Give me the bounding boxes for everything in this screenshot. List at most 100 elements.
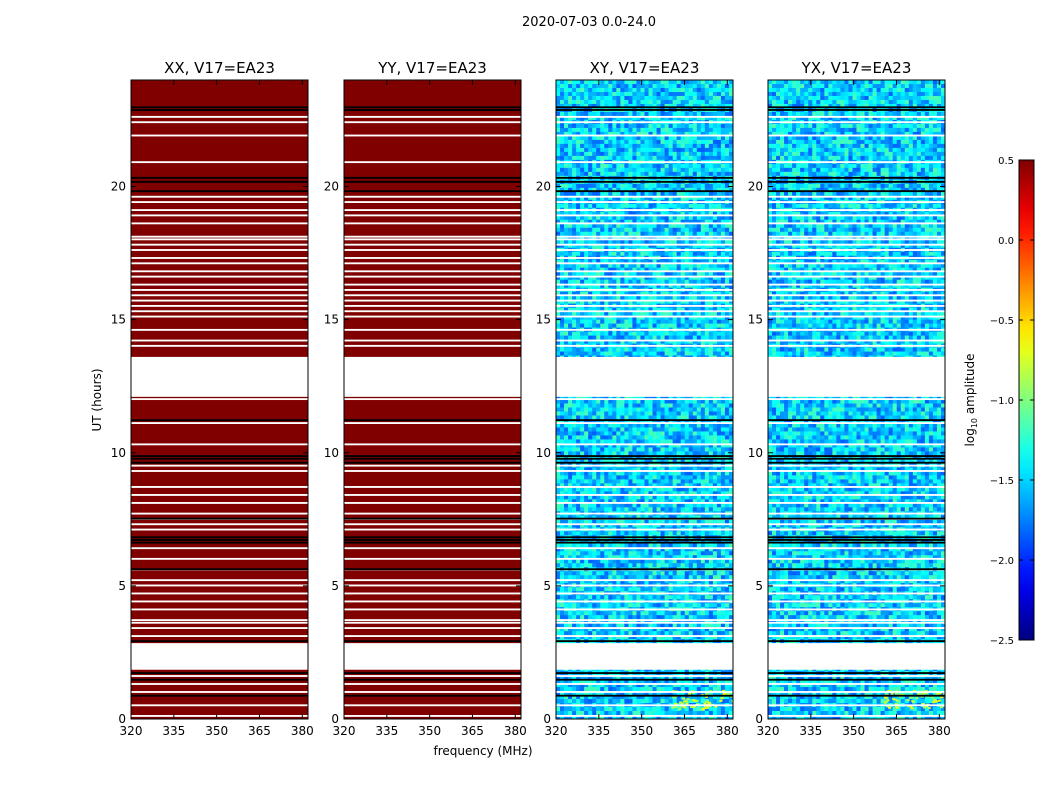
noise-cell (624, 95, 629, 101)
noise-cell (636, 331, 641, 336)
noise-cell (624, 139, 629, 145)
noise-cell (644, 423, 649, 428)
noise-cell (716, 103, 722, 109)
black-row (344, 539, 521, 541)
noise-cell (584, 259, 589, 265)
noise-cell (684, 239, 690, 245)
noise-cell (696, 419, 702, 424)
noise-cell (604, 263, 609, 268)
noise-cell (584, 435, 589, 440)
noise-cell (640, 80, 645, 85)
noise-cell (588, 267, 593, 272)
noise-cell (632, 251, 637, 257)
noise-cell (716, 351, 722, 356)
noise-cell (640, 239, 645, 245)
noise-cell (692, 483, 698, 488)
noise-cell (704, 299, 710, 304)
noise-cell (568, 475, 573, 480)
flagged-row (344, 584, 521, 587)
noise-cell (588, 275, 593, 280)
noise-cell (700, 395, 706, 400)
noise-cell (604, 323, 609, 328)
noise-cell (644, 411, 649, 416)
noise-cell (696, 283, 702, 288)
noise-cell (624, 299, 629, 304)
noise-cell (596, 239, 601, 245)
black-row (131, 694, 308, 697)
noise-cell (720, 331, 726, 336)
noise-cell (556, 95, 561, 101)
noise-cell (612, 271, 617, 276)
flagged-row (344, 243, 521, 246)
noise-cell (668, 239, 673, 245)
noise-cell (692, 127, 698, 133)
noise-cell (628, 455, 633, 460)
noise-cell (688, 475, 694, 480)
noise-cell (700, 335, 706, 340)
noise-cell (628, 167, 633, 173)
noise-cell (660, 479, 665, 484)
noise-cell (692, 503, 698, 508)
noise-cell (708, 91, 714, 97)
noise-cell (700, 171, 706, 177)
noise-cell (644, 351, 649, 356)
noise-cell (616, 123, 621, 129)
noise-cell (672, 99, 677, 105)
noise-cell (596, 455, 601, 460)
noise-cell (576, 127, 581, 133)
noise-cell (576, 479, 581, 484)
noise-cell (712, 80, 718, 85)
noise-cell (596, 459, 601, 464)
noise-cell (628, 351, 633, 356)
noise-cell (596, 235, 601, 241)
noise-cell (620, 147, 625, 153)
noise-cell (644, 215, 649, 221)
noise-cell (676, 123, 681, 129)
noise-cell (612, 227, 617, 233)
noise-cell (616, 267, 621, 272)
noise-cell (624, 131, 629, 137)
noise-cell (644, 275, 649, 280)
noise-cell (580, 307, 585, 312)
noise-cell (648, 459, 653, 464)
noise-cell (716, 419, 722, 424)
noise-cell (708, 203, 714, 209)
noise-cell (712, 123, 718, 129)
noise-cell (680, 143, 686, 149)
noise-cell (696, 183, 702, 189)
noise-cell (660, 95, 665, 101)
noise-cell (652, 219, 657, 225)
noise-cell (604, 91, 609, 97)
noise-cell (600, 275, 605, 280)
noise-cell (656, 351, 661, 356)
noise-cell (568, 103, 573, 109)
noise-cell (652, 347, 657, 352)
noise-cell (704, 231, 710, 237)
noise-cell (716, 411, 722, 416)
noise-cell (560, 95, 565, 101)
noise-cell (652, 103, 657, 109)
noise-cell (708, 283, 714, 288)
noise-cell (648, 231, 653, 237)
noise-cell (728, 131, 733, 137)
noise-cell (664, 243, 669, 249)
noise-cell (692, 227, 698, 233)
noise-cell (632, 479, 637, 484)
noise-cell (712, 99, 718, 105)
noise-cell (628, 495, 633, 500)
noise-cell (700, 235, 706, 241)
noise-cell (704, 491, 710, 496)
noise-cell (652, 251, 657, 257)
noise-cell (664, 319, 669, 324)
noise-cell (588, 103, 593, 109)
noise-cell (600, 507, 605, 512)
noise-cell (680, 267, 686, 272)
noise-cell (720, 91, 726, 97)
noise-cell (600, 231, 605, 237)
noise-cell (592, 499, 597, 504)
noise-cell (632, 319, 637, 324)
noise-cell (624, 239, 629, 245)
noise-cell (716, 271, 722, 276)
noise-cell (636, 507, 641, 512)
noise-cell (636, 151, 641, 157)
